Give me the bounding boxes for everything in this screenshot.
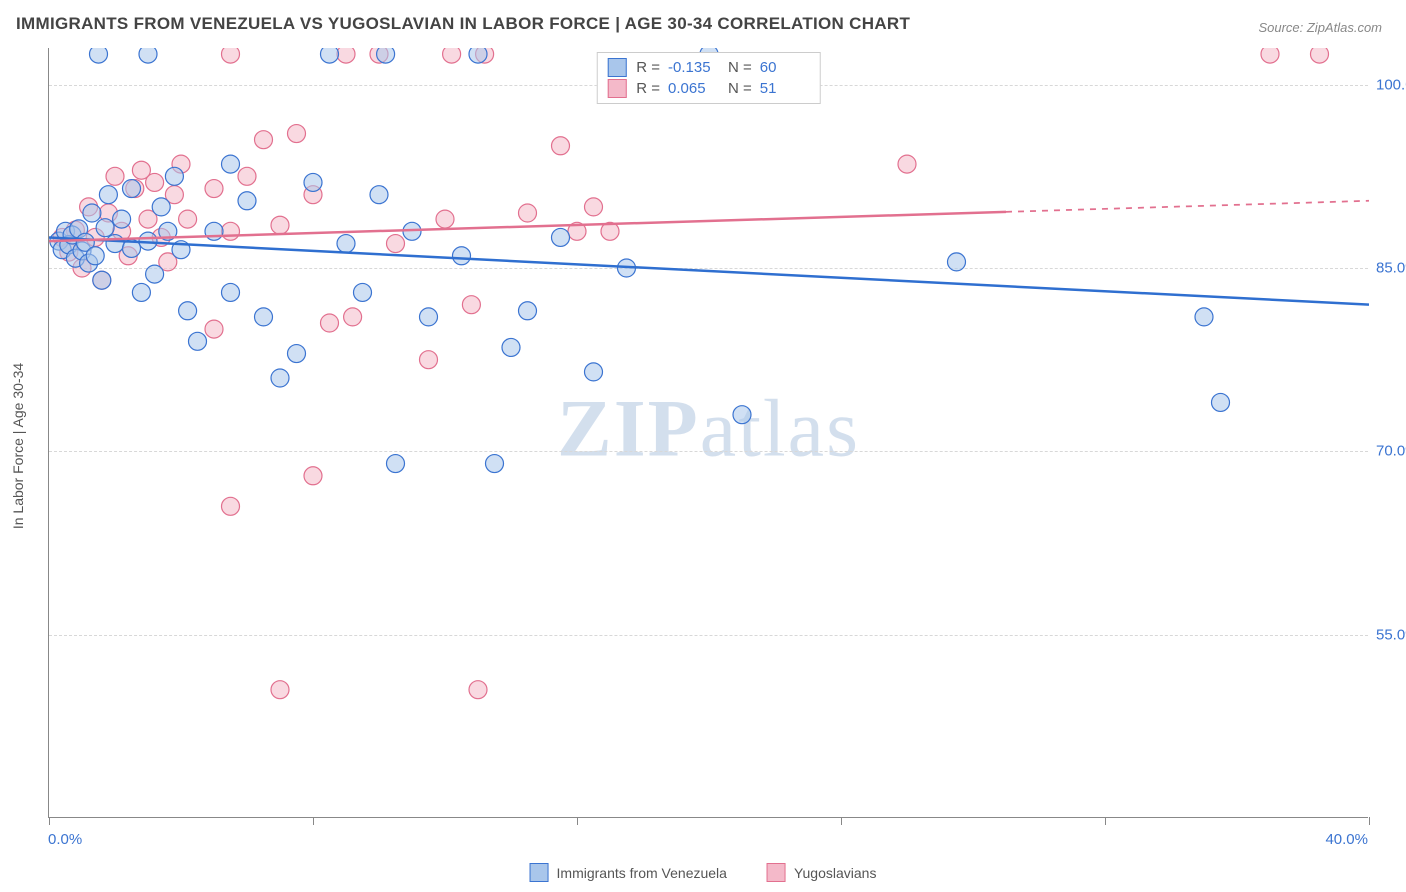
y-tick-label: 55.0%: [1376, 626, 1406, 643]
y-axis-label: In Labor Force | Age 30-34: [10, 363, 26, 529]
y-tick-label: 70.0%: [1376, 443, 1406, 460]
chart-container: IMMIGRANTS FROM VENEZUELA VS YUGOSLAVIAN…: [0, 0, 1406, 892]
y-tick-label: 85.0%: [1376, 260, 1406, 277]
stats-row-yugoslavia: R = 0.065 N = 51: [607, 78, 810, 99]
x-tick-label-max: 40.0%: [1325, 831, 1368, 848]
x-tick-label-min: 0.0%: [48, 831, 82, 848]
r-value-venezuela: -0.135: [668, 59, 718, 76]
n-value-yugoslavia: 51: [760, 80, 810, 97]
legend-label-yugoslavia: Yugoslavians: [794, 865, 877, 881]
chart-title: IMMIGRANTS FROM VENEZUELA VS YUGOSLAVIAN…: [16, 14, 910, 34]
scatter-svg: [49, 48, 1369, 818]
legend-item-venezuela: Immigrants from Venezuela: [530, 863, 727, 882]
legend-swatch-yugoslavia: [767, 863, 786, 882]
r-value-yugoslavia: 0.065: [668, 80, 718, 97]
source-attribution: Source: ZipAtlas.com: [1258, 20, 1382, 35]
watermark: ZIPatlas: [557, 381, 860, 475]
swatch-venezuela: [607, 58, 626, 77]
plot-area: ZIPatlas 55.0%70.0%85.0%100.0% R = -0.13…: [48, 48, 1368, 818]
swatch-yugoslavia: [607, 79, 626, 98]
legend-swatch-venezuela: [530, 863, 549, 882]
stats-row-venezuela: R = -0.135 N = 60: [607, 57, 810, 78]
legend-item-yugoslavia: Yugoslavians: [767, 863, 877, 882]
y-tick-label: 100.0%: [1376, 76, 1406, 93]
legend-label-venezuela: Immigrants from Venezuela: [557, 865, 727, 881]
n-value-venezuela: 60: [760, 59, 810, 76]
bottom-legend: Immigrants from Venezuela Yugoslavians: [530, 863, 877, 882]
correlation-stats-box: R = -0.135 N = 60 R = 0.065 N = 51: [596, 52, 821, 104]
